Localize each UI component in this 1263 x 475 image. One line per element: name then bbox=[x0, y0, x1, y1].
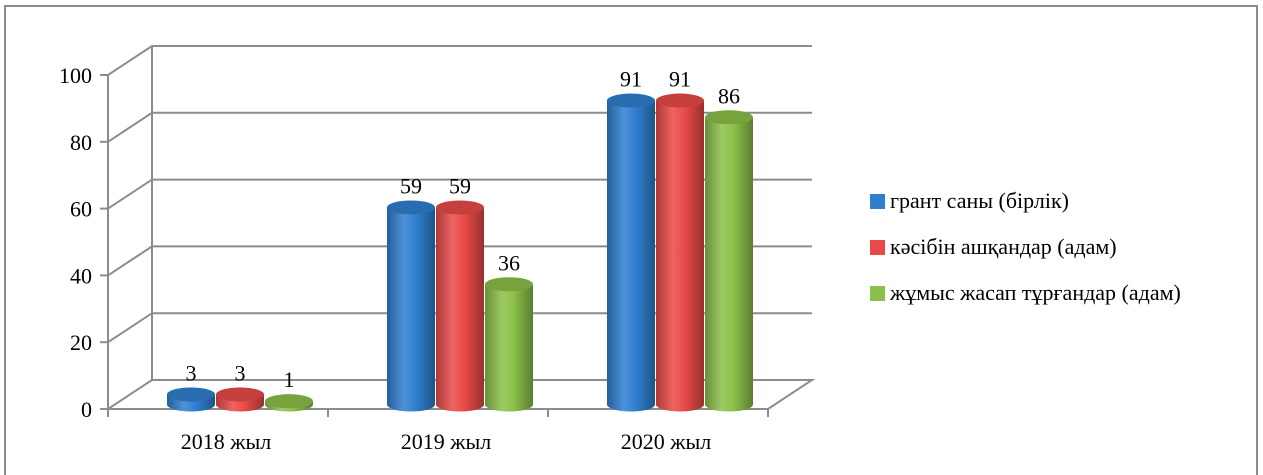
bar-top bbox=[607, 93, 655, 108]
bar-body bbox=[705, 117, 753, 412]
bar bbox=[705, 110, 753, 412]
gridline bbox=[107, 178, 812, 210]
bar-top bbox=[387, 200, 435, 215]
y-tick-label: 60 bbox=[70, 197, 92, 222]
data-label: 59 bbox=[400, 173, 422, 198]
bar-top bbox=[436, 200, 484, 215]
gridline bbox=[107, 312, 812, 344]
legend-label: жұмыс жасап тұрғандар (адам) bbox=[889, 280, 1181, 305]
bar bbox=[216, 387, 264, 412]
bar-body bbox=[485, 284, 533, 412]
x-tick-label: 2019 жыл bbox=[401, 429, 491, 454]
legend-swatch bbox=[870, 194, 885, 209]
legend-label: грант саны (бірлік) bbox=[890, 188, 1069, 213]
y-tick-label: 40 bbox=[70, 263, 92, 288]
gridline bbox=[107, 111, 812, 143]
gridlines bbox=[107, 45, 812, 344]
x-tick-labels: 2018 жыл 2019 жыл 2020 жыл bbox=[181, 429, 711, 454]
legend: грант саны (бірлік) кәсібін ашқандар (ада… bbox=[870, 188, 1181, 305]
bar bbox=[656, 93, 704, 412]
legend-swatch bbox=[870, 240, 885, 255]
bar bbox=[167, 387, 215, 412]
bar-body bbox=[607, 100, 655, 412]
bar-top bbox=[265, 394, 313, 409]
y-tick-label: 0 bbox=[81, 397, 92, 422]
bar bbox=[387, 200, 435, 412]
y-tick-label: 100 bbox=[59, 63, 92, 88]
data-label: 36 bbox=[498, 250, 520, 275]
bar bbox=[265, 394, 313, 412]
axes bbox=[100, 74, 769, 417]
data-label: 1 bbox=[284, 367, 295, 392]
y-tick-label: 20 bbox=[70, 330, 92, 355]
data-label: 91 bbox=[669, 67, 691, 92]
legend-item: грант саны (бірлік) bbox=[870, 188, 1069, 213]
legend-swatch bbox=[870, 286, 885, 301]
data-label: 91 bbox=[620, 67, 642, 92]
chart-border bbox=[4, 5, 1258, 475]
data-label: 86 bbox=[718, 83, 740, 108]
bar bbox=[485, 277, 533, 412]
bar bbox=[607, 93, 655, 412]
legend-item: кәсібін ашқандар (адам) bbox=[870, 234, 1117, 259]
bar bbox=[436, 200, 484, 412]
x-tick-label: 2018 жыл bbox=[181, 429, 271, 454]
bar-body bbox=[387, 207, 435, 412]
legend-label: кәсібін ашқандар (адам) bbox=[890, 234, 1117, 259]
bar-top bbox=[485, 277, 533, 292]
gridline bbox=[107, 245, 812, 277]
data-label: 3 bbox=[186, 360, 197, 385]
bar-body bbox=[656, 100, 704, 412]
bar-top bbox=[656, 93, 704, 108]
y-tick-label: 80 bbox=[70, 130, 92, 155]
bars bbox=[167, 93, 753, 412]
bar-top bbox=[216, 387, 264, 402]
bar-body bbox=[436, 207, 484, 412]
bar-top bbox=[167, 387, 215, 402]
legend-item: жұмыс жасап тұрғандар (адам) bbox=[870, 280, 1181, 305]
gridline bbox=[107, 45, 812, 76]
bar-top bbox=[705, 110, 753, 125]
data-label: 59 bbox=[449, 173, 471, 198]
y-tick-labels: 0 20 40 60 80 100 bbox=[59, 63, 92, 422]
x-tick-label: 2020 жыл bbox=[621, 429, 711, 454]
data-label: 3 bbox=[235, 360, 246, 385]
